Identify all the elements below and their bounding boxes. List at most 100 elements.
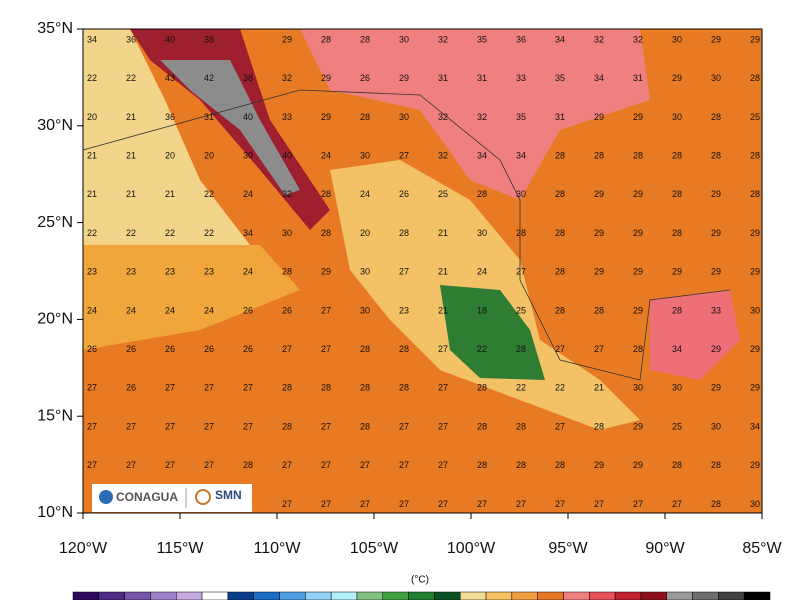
- temperature-value: 31: [477, 73, 487, 83]
- temperature-value: 42: [204, 73, 214, 83]
- temperature-value: 27: [399, 267, 409, 277]
- temperature-value: 28: [321, 189, 331, 199]
- yucatan-region: [650, 290, 740, 380]
- temperature-value: 28: [750, 189, 760, 199]
- temperature-value: 27: [321, 460, 331, 470]
- temperature-value: 28: [477, 189, 487, 199]
- temperature-value: 28: [516, 228, 526, 238]
- temperature-value: 27: [87, 421, 97, 431]
- color-swatch: [72, 591, 100, 600]
- color-swatch: [614, 591, 642, 600]
- temperature-value: 29: [633, 189, 643, 199]
- temperature-value: 26: [399, 189, 409, 199]
- temperature-value: 27: [360, 460, 370, 470]
- color-swatch: [589, 591, 616, 600]
- temperature-value: 28: [321, 34, 331, 44]
- temperature-value: 28: [399, 344, 409, 354]
- x-tick-label: 90°W: [645, 540, 685, 557]
- y-tick-label: 15°N: [37, 407, 73, 424]
- temperature-value: 27: [438, 383, 448, 393]
- temperature-value: 26: [243, 305, 253, 315]
- temperature-value: 28: [672, 305, 682, 315]
- temperature-value: 22: [204, 228, 214, 238]
- temperature-value: 26: [360, 73, 370, 83]
- color-swatch: [305, 591, 332, 600]
- temperature-value: 21: [126, 189, 136, 199]
- coastline: [82, 89, 731, 381]
- temperature-value: 28: [555, 189, 565, 199]
- temperature-value: 27: [321, 305, 331, 315]
- temperature-value: 28: [243, 460, 253, 470]
- temperature-value: 28: [750, 150, 760, 160]
- temperature-value: 30: [516, 189, 526, 199]
- temperature-value: 29: [750, 267, 760, 277]
- temperature-value: 40: [282, 150, 292, 160]
- y-tick-label: 25°N: [37, 214, 73, 231]
- color-swatch: [666, 591, 693, 600]
- temperature-value: 29: [750, 383, 760, 393]
- temperature-value: 24: [321, 150, 331, 160]
- temperature-value: 26: [243, 344, 253, 354]
- temperature-value: 26: [165, 344, 175, 354]
- temperature-value: 27: [204, 421, 214, 431]
- temperature-value: 32: [438, 112, 448, 122]
- temperature-value: 27: [633, 499, 643, 509]
- temperature-value: 27: [243, 383, 253, 393]
- temperature-value: 40: [165, 34, 175, 44]
- temperature-value: 36: [126, 34, 136, 44]
- color-swatch: [150, 591, 177, 600]
- x-tick-label: 110°W: [253, 540, 301, 557]
- temperature-value: 30: [243, 150, 253, 160]
- temperature-value: 34: [477, 150, 487, 160]
- temperature-value: 29: [711, 189, 721, 199]
- temperature-value: 24: [243, 267, 253, 277]
- color-swatch: [743, 591, 771, 600]
- temperature-value: 30: [360, 305, 370, 315]
- temperature-value: 21: [126, 150, 136, 160]
- temperature-value: 28: [555, 228, 565, 238]
- x-tick-label: 115°W: [156, 540, 204, 557]
- temperature-value: 30: [633, 383, 643, 393]
- temperature-value: 29: [594, 112, 604, 122]
- temperature-value: 27: [126, 421, 136, 431]
- color-swatch: [330, 591, 358, 600]
- temperature-value: 22: [126, 73, 136, 83]
- unit-label: (°C): [411, 575, 429, 586]
- temperature-value: 23: [204, 267, 214, 277]
- temperature-value: 29: [750, 344, 760, 354]
- temperature-value: 35: [555, 73, 565, 83]
- color-swatch: [98, 591, 125, 600]
- temperature-value: 36: [516, 34, 526, 44]
- temperature-value: 29: [750, 34, 760, 44]
- temperature-value: 33: [282, 112, 292, 122]
- temperature-value: 27: [399, 460, 409, 470]
- temperature-value: 23: [165, 267, 175, 277]
- color-swatch: [279, 591, 306, 600]
- temperature-value: 24: [477, 267, 487, 277]
- temperature-value: 36: [165, 112, 175, 122]
- temperature-value: 29: [321, 267, 331, 277]
- temperature-value: 31: [438, 73, 448, 83]
- temperature-value: 30: [750, 499, 760, 509]
- y-tick-label: 10°N: [37, 504, 73, 521]
- temperature-value: 35: [516, 112, 526, 122]
- temperature-value: 30: [711, 73, 721, 83]
- temperature-value: 29: [321, 112, 331, 122]
- temperature-value: 25: [672, 421, 682, 431]
- temperature-value: 24: [243, 189, 253, 199]
- temperature-value: 30: [672, 34, 682, 44]
- temperature-value: 26: [282, 305, 292, 315]
- temperature-value: 25: [750, 112, 760, 122]
- temperature-value: 29: [633, 305, 643, 315]
- temperature-value: 26: [126, 383, 136, 393]
- temperature-value: 28: [360, 112, 370, 122]
- temperature-value: 27: [672, 499, 682, 509]
- mild-region: [83, 245, 300, 350]
- temperature-value: 28: [555, 460, 565, 470]
- temperature-value: 25: [516, 305, 526, 315]
- logo-background: [92, 484, 252, 512]
- temperature-value: 28: [516, 344, 526, 354]
- temperature-value: 27: [126, 460, 136, 470]
